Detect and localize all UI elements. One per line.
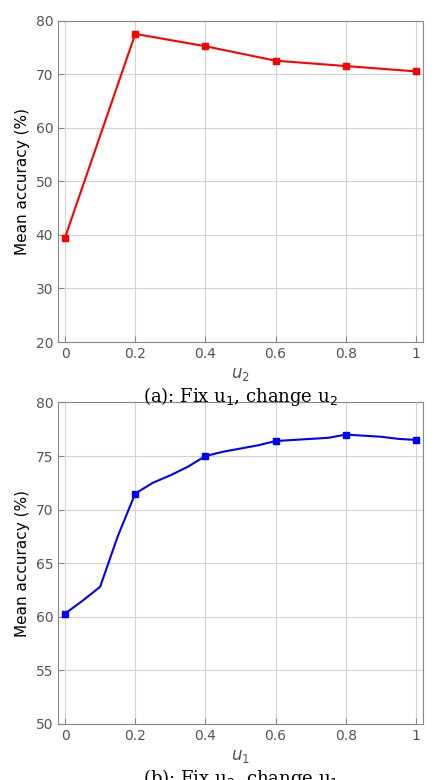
- Text: (b): Fix u$_{2}$, change u$_{1}$: (b): Fix u$_{2}$, change u$_{1}$: [143, 767, 339, 780]
- X-axis label: $u_{1}$: $u_{1}$: [231, 747, 250, 765]
- Y-axis label: Mean accuracy (%): Mean accuracy (%): [15, 108, 30, 255]
- X-axis label: $u_{2}$: $u_{2}$: [231, 365, 250, 383]
- Text: (a): Fix u$_{1}$, change u$_{2}$: (a): Fix u$_{1}$, change u$_{2}$: [143, 385, 338, 408]
- Y-axis label: Mean accuracy (%): Mean accuracy (%): [15, 490, 30, 636]
